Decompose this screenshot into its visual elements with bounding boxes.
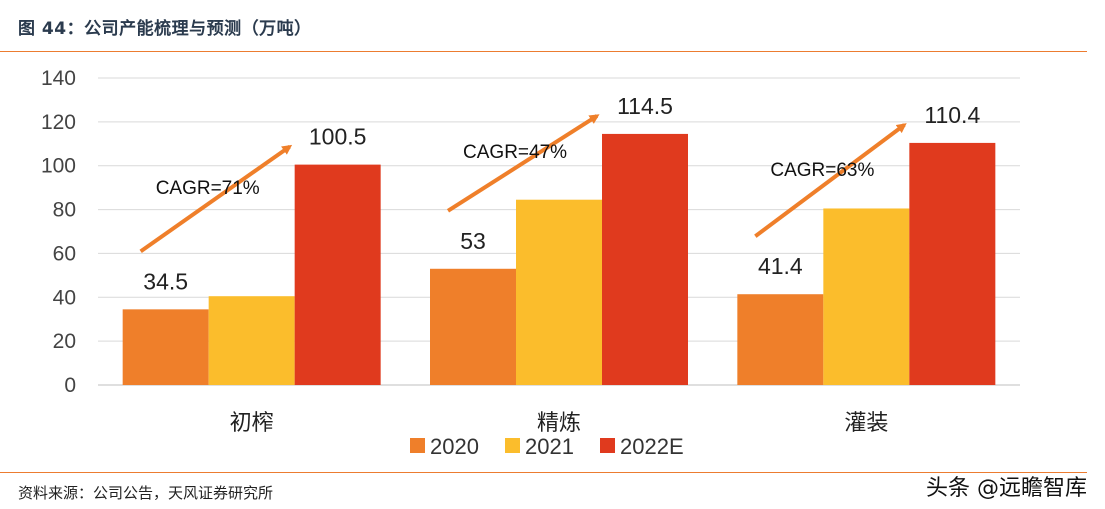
title-rule xyxy=(0,51,1087,52)
data-labels: 34.5 100.5 53 114.5 41.4 110.4 xyxy=(143,93,980,294)
bar-chart: 0 20 40 60 80 100 120 140 初榨 精炼 灌装 CAGR=71% CAGR=4… xyxy=(41,67,1020,459)
bar-2022E xyxy=(602,133,688,385)
category-label: 初榨 xyxy=(230,411,274,436)
legend-swatch-2020 xyxy=(410,438,425,453)
bars xyxy=(122,133,996,385)
legend-label: 2020 xyxy=(430,434,479,459)
y-axis-ticks: 0 20 40 60 80 100 120 140 xyxy=(41,67,76,397)
legend-label: 2021 xyxy=(525,434,574,459)
legend-label: 2022E xyxy=(620,434,684,459)
y-tick-label: 80 xyxy=(53,199,76,222)
footer-rule xyxy=(0,472,1087,473)
data-label: 100.5 xyxy=(309,124,367,150)
y-tick-label: 0 xyxy=(64,374,76,397)
cagr-label: CAGR=63% xyxy=(770,160,874,181)
cagr-arrow xyxy=(754,123,907,238)
figure-title: 图 44：公司产能梳理与预测（万吨） xyxy=(18,19,312,39)
cagr-arrow xyxy=(446,114,600,213)
data-label: 41.4 xyxy=(758,253,803,279)
bar-2020 xyxy=(122,309,209,385)
category-label: 精炼 xyxy=(537,411,581,436)
bar-2020 xyxy=(737,294,824,385)
y-tick-label: 140 xyxy=(41,67,76,90)
y-tick-label: 120 xyxy=(41,111,76,134)
data-label: 114.5 xyxy=(617,93,673,119)
y-tick-label: 60 xyxy=(53,242,76,265)
bar-2021 xyxy=(208,296,295,385)
bar-2021 xyxy=(823,208,910,385)
cagr-arrow xyxy=(139,144,293,253)
cagr-label: CAGR=71% xyxy=(156,178,260,199)
cagr-annotations: CAGR=71% CAGR=47% CAGR=63% xyxy=(139,114,907,253)
cagr-label: CAGR=47% xyxy=(463,142,567,163)
data-label: 34.5 xyxy=(143,268,188,294)
bar-2020 xyxy=(430,268,516,385)
x-axis-categories: 初榨 精炼 灌装 xyxy=(230,411,889,436)
y-tick-label: 100 xyxy=(41,155,76,178)
data-label: 53 xyxy=(460,228,486,254)
y-tick-label: 20 xyxy=(53,330,76,353)
legend: 2020 2021 2022E xyxy=(410,434,684,459)
legend-swatch-2021 xyxy=(505,438,520,453)
source-note: 资料来源：公司公告，天风证券研究所 xyxy=(18,484,274,502)
data-label: 110.4 xyxy=(924,102,980,128)
category-label: 灌装 xyxy=(844,411,888,436)
watermark: 头条 @远瞻智库 xyxy=(926,476,1087,501)
legend-swatch-2022E xyxy=(600,438,615,453)
bar-2022E xyxy=(294,164,381,385)
bar-2022E xyxy=(909,142,996,385)
bar-2021 xyxy=(516,199,602,385)
y-tick-label: 40 xyxy=(53,286,76,309)
